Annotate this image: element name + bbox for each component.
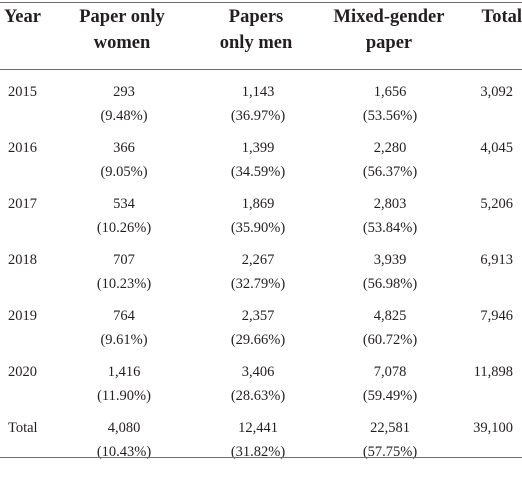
table-row: 2019 764 (9.61%) 2,357 (29.66%) 4,825 (6… bbox=[0, 294, 522, 350]
header-rule bbox=[0, 69, 522, 70]
cell-men-pct: (34.59%) bbox=[230, 164, 286, 180]
cell-men-pct: (31.82%) bbox=[230, 444, 286, 460]
header-paper-only-women: Paper only women bbox=[58, 4, 186, 56]
cell-mixed: 1,656 bbox=[373, 84, 407, 100]
cell-total: 7,946 bbox=[480, 308, 513, 324]
cell-women-pct: (9.61%) bbox=[100, 332, 148, 348]
cell-women: 534 bbox=[113, 196, 135, 212]
cell-women-pct: (9.05%) bbox=[100, 164, 148, 180]
cell-men: 1,399 bbox=[241, 140, 275, 156]
cell-women: 293 bbox=[113, 84, 135, 100]
row-year: Total bbox=[8, 420, 38, 436]
header-paper-only-women-line1: Paper only bbox=[79, 7, 165, 27]
cell-mixed: 7,078 bbox=[373, 364, 407, 380]
row-year: 2020 bbox=[8, 364, 37, 380]
cell-women-pct: (10.43%) bbox=[96, 444, 152, 460]
cell-men: 2,267 bbox=[241, 252, 275, 268]
cell-men: 1,143 bbox=[241, 84, 275, 100]
cell-mixed-pct: (56.98%) bbox=[362, 276, 418, 292]
row-year: 2019 bbox=[8, 308, 37, 324]
table-row: 2017 534 (10.26%) 1,869 (35.90%) 2,803 (… bbox=[0, 182, 522, 238]
header-papers-only-men-line2: only men bbox=[219, 33, 293, 53]
row-year: 2015 bbox=[8, 84, 37, 100]
cell-men: 12,441 bbox=[238, 420, 278, 436]
cell-mixed-pct: (59.49%) bbox=[362, 388, 418, 404]
cell-men: 1,869 bbox=[241, 196, 275, 212]
row-year: 2018 bbox=[8, 252, 37, 268]
cell-men-pct: (28.63%) bbox=[230, 388, 286, 404]
cell-women-pct: (10.26%) bbox=[96, 220, 152, 236]
cell-women: 4,080 bbox=[107, 420, 141, 436]
table-row: 2018 707 (10.23%) 2,267 (32.79%) 3,939 (… bbox=[0, 238, 522, 294]
header-mixed-gender-paper-line1: Mixed-gender bbox=[333, 7, 445, 27]
cell-mixed: 4,825 bbox=[373, 308, 407, 324]
table-row-total: Total 4,080 (10.43%) 12,441 (31.82%) 22,… bbox=[0, 406, 522, 462]
cell-total: 39,100 bbox=[473, 420, 513, 436]
cell-women: 366 bbox=[113, 140, 135, 156]
header-paper-only-women-line2: women bbox=[93, 33, 151, 53]
table-top-rule bbox=[0, 2, 522, 3]
cell-mixed: 2,280 bbox=[373, 140, 407, 156]
header-mixed-gender-paper-line2: paper bbox=[365, 33, 413, 53]
cell-women: 1,416 bbox=[107, 364, 141, 380]
header-papers-only-men-line1: Papers bbox=[228, 7, 284, 27]
cell-mixed-pct: (60.72%) bbox=[362, 332, 418, 348]
table-row: 2020 1,416 (11.90%) 3,406 (28.63%) 7,078… bbox=[0, 350, 522, 406]
cell-total: 6,913 bbox=[480, 252, 513, 268]
cell-mixed-pct: (57.75%) bbox=[362, 444, 418, 460]
table-row: 2016 366 (9.05%) 1,399 (34.59%) 2,280 (5… bbox=[0, 126, 522, 182]
cell-total: 4,045 bbox=[480, 140, 513, 156]
cell-total: 5,206 bbox=[480, 196, 513, 212]
cell-total: 3,092 bbox=[480, 84, 513, 100]
cell-mixed-pct: (53.84%) bbox=[362, 220, 418, 236]
cell-mixed: 22,581 bbox=[370, 420, 410, 436]
cell-men-pct: (32.79%) bbox=[230, 276, 286, 292]
cell-women-pct: (11.90%) bbox=[97, 388, 151, 404]
cell-men-pct: (35.90%) bbox=[230, 220, 286, 236]
table-row: 2015 293 (9.48%) 1,143 (36.97%) 1,656 (5… bbox=[0, 70, 522, 126]
table-bottom-rule bbox=[0, 457, 522, 458]
cell-mixed: 2,803 bbox=[373, 196, 407, 212]
row-year: 2016 bbox=[8, 140, 37, 156]
cell-total: 11,898 bbox=[473, 364, 513, 380]
cell-women-pct: (9.48%) bbox=[100, 108, 148, 124]
cell-women: 764 bbox=[113, 308, 135, 324]
cell-women: 707 bbox=[113, 252, 135, 268]
cell-women-pct: (10.23%) bbox=[96, 276, 152, 292]
cell-mixed-pct: (56.37%) bbox=[362, 164, 418, 180]
cell-mixed: 3,939 bbox=[373, 252, 407, 268]
cell-men-pct: (36.97%) bbox=[230, 108, 286, 124]
header-mixed-gender-paper: Mixed-gender paper bbox=[318, 4, 460, 56]
cell-men-pct: (29.66%) bbox=[230, 332, 286, 348]
cell-men: 2,357 bbox=[241, 308, 275, 324]
header-year: Year bbox=[4, 7, 41, 27]
cell-mixed-pct: (53.56%) bbox=[362, 108, 418, 124]
row-year: 2017 bbox=[8, 196, 37, 212]
header-papers-only-men: Papers only men bbox=[196, 4, 316, 56]
header-total: Total bbox=[481, 7, 522, 27]
cell-men: 3,406 bbox=[241, 364, 275, 380]
